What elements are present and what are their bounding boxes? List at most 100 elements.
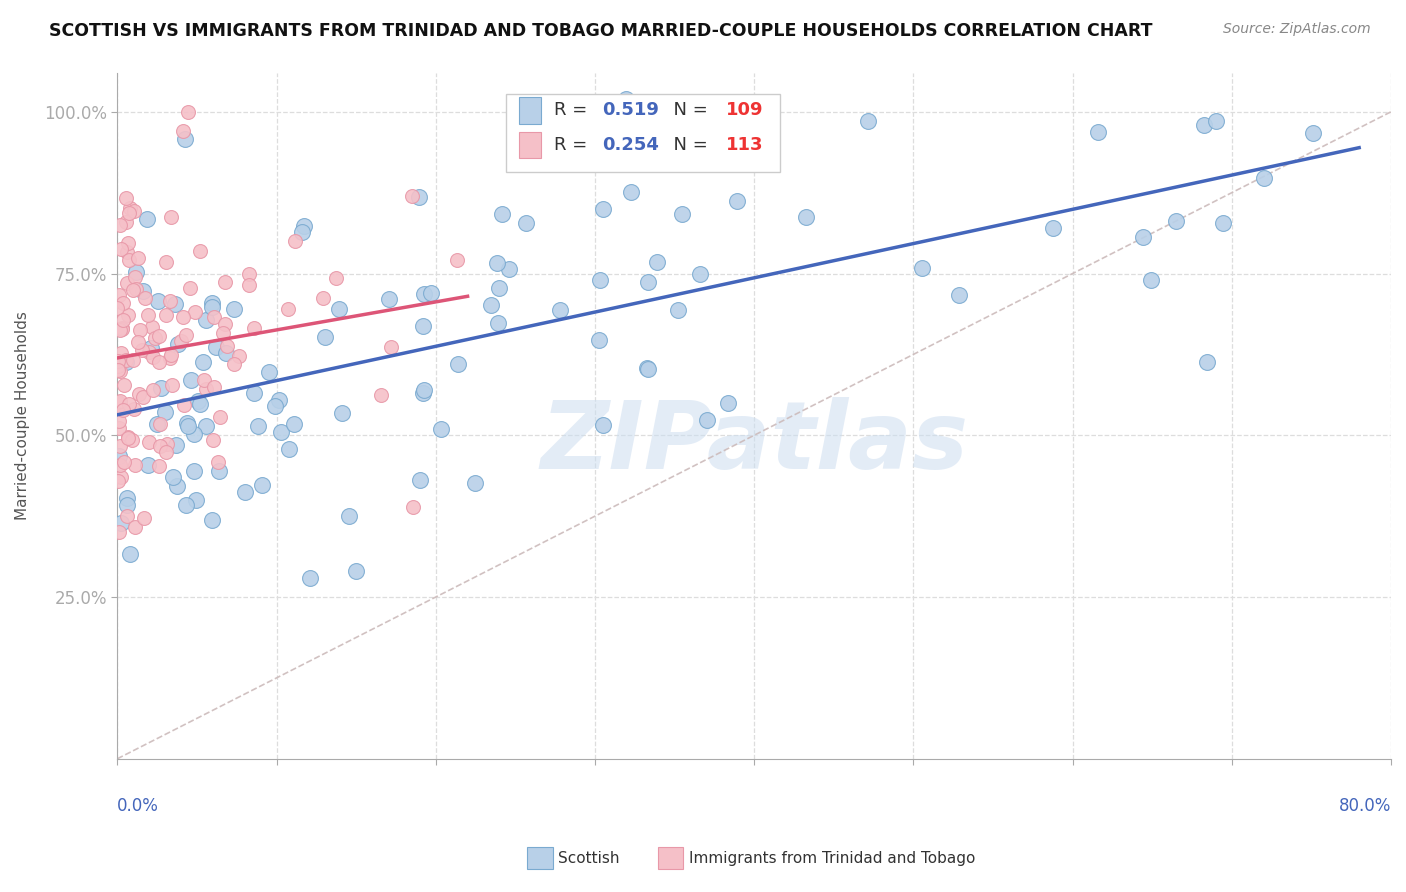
Point [155,444,177,458]
Point [160,210,183,224]
Point [200,514,222,528]
FancyBboxPatch shape [519,97,541,123]
Point [187,394,209,409]
Text: 0.254: 0.254 [603,136,659,154]
Point [115,276,138,290]
Point [117,430,139,444]
Point [1087,125,1109,139]
Point [224,357,246,371]
Point [107,301,129,315]
Point [194,383,217,397]
Point [620,185,643,199]
Point [1302,126,1324,140]
Point [401,500,423,514]
Point [184,492,207,507]
Point [193,373,215,387]
Point [250,477,273,491]
Point [637,275,659,289]
Point [112,296,135,310]
Point [948,288,970,302]
Point [115,245,138,260]
Point [139,342,162,356]
Point [174,132,197,146]
Point [107,353,129,368]
Point [401,189,423,203]
Point [173,398,195,412]
Point [156,437,179,451]
Point [121,433,143,447]
Point [1192,118,1215,132]
Point [447,357,470,371]
Point [515,217,537,231]
Text: 109: 109 [725,102,763,120]
Point [138,345,160,359]
Point [124,520,146,534]
Point [202,380,225,394]
Point [420,286,443,301]
Point [124,264,146,278]
Text: N =: N = [662,102,714,120]
Text: SCOTTISH VS IMMIGRANTS FROM TRINIDAD AND TOBAGO MARRIED-COUPLE HOUSEHOLDS CORREL: SCOTTISH VS IMMIGRANTS FROM TRINIDAD AND… [49,22,1153,40]
Point [214,317,236,331]
Point [115,509,138,524]
Point [207,464,229,478]
Point [117,236,139,251]
Point [224,302,246,317]
Point [794,211,817,225]
Point [127,334,149,349]
Point [291,225,314,239]
Point [107,394,129,409]
Point [1195,354,1218,368]
Point [121,283,143,297]
Point [110,322,132,336]
Point [112,455,135,469]
Point [159,347,181,361]
Point [270,425,292,439]
Point [124,269,146,284]
Point [214,345,236,359]
Point [193,355,215,369]
Point [721,143,744,157]
Point [155,255,177,269]
Point [212,326,235,341]
Point [592,417,614,432]
Point [172,123,194,137]
Point [118,253,141,268]
Point [107,421,129,435]
Point [645,255,668,269]
Point [162,470,184,484]
Point [1140,273,1163,287]
Point [486,317,509,331]
Point [235,484,257,499]
FancyBboxPatch shape [506,94,779,172]
Point [491,207,513,221]
Text: 0.0%: 0.0% [117,797,159,814]
Point [149,439,172,453]
Point [194,418,217,433]
Point [148,293,170,308]
Point [214,275,236,289]
Point [312,291,335,305]
Point [110,323,132,337]
Point [110,320,132,334]
Point [277,301,299,316]
Point [117,491,139,505]
Point [170,334,193,348]
Point [122,204,145,219]
Point [177,419,200,434]
Point [107,475,129,489]
Point [177,104,200,119]
Point [110,242,132,256]
Text: 80.0%: 80.0% [1339,797,1391,814]
Point [299,571,322,585]
Point [637,362,659,376]
Point [238,277,260,292]
Point [136,308,159,322]
Point [179,280,201,294]
Point [548,302,571,317]
Point [429,422,451,436]
Point [202,310,225,324]
Point [138,435,160,450]
Text: Scottish: Scottish [558,851,620,865]
Text: Immigrants from Trinidad and Tobago: Immigrants from Trinidad and Tobago [689,851,976,865]
